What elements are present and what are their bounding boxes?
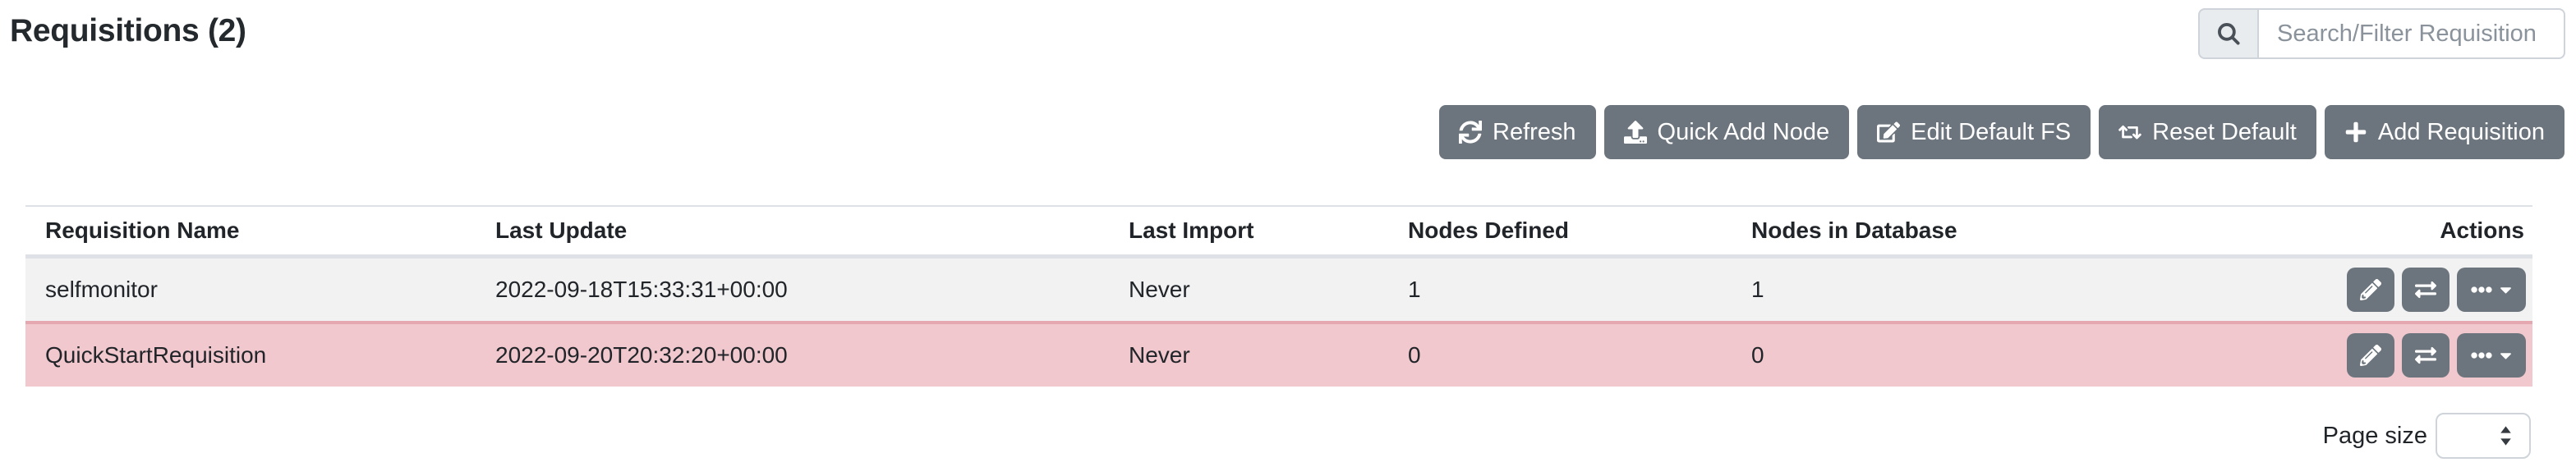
upload-icon [1623, 121, 1647, 144]
cell-nodes-in-database: 0 [1732, 321, 2327, 387]
refresh-label: Refresh [1493, 118, 1576, 145]
more-actions-dropdown-button[interactable] [2457, 333, 2526, 378]
requisitions-table: Requisition Name Last Update Last Import… [25, 205, 2532, 387]
add-requisition-label: Add Requisition [2377, 118, 2545, 145]
cell-actions [2327, 321, 2532, 387]
ellipsis-icon [2471, 352, 2492, 359]
cell-last-import: Never [1109, 256, 1388, 323]
edit-requisition-button[interactable] [2347, 333, 2394, 378]
cell-nodes-defined: 1 [1388, 256, 1732, 323]
pagination-row: Page size [0, 413, 2531, 459]
up-down-arrows-icon [2500, 426, 2511, 446]
header-requisition-name: Requisition Name [25, 206, 476, 259]
cell-nodes-defined: 0 [1388, 321, 1732, 387]
header-actions: Actions [2327, 206, 2532, 259]
search-group [2198, 8, 2565, 59]
refresh-button[interactable]: Refresh [1439, 105, 1596, 159]
page-title: Requisitions (2) [10, 13, 246, 48]
table-header-row: Requisition Name Last Update Last Import… [25, 206, 2532, 259]
toolbar: Refresh Quick Add Node Edit Default FS R… [0, 105, 2564, 159]
synchronize-requisition-button[interactable] [2402, 333, 2450, 378]
cell-last-update: 2022-09-20T20:32:20+00:00 [476, 321, 1109, 387]
search-icon [2198, 8, 2257, 59]
ellipsis-icon [2471, 286, 2492, 293]
caret-down-icon [2500, 353, 2511, 359]
edit-requisition-button[interactable] [2347, 268, 2394, 312]
search-input[interactable] [2257, 8, 2565, 59]
cell-actions [2327, 256, 2532, 323]
plus-icon [2345, 121, 2367, 143]
table-row: QuickStartRequisition 2022-09-20T20:32:2… [25, 321, 2532, 387]
pencil-icon [2360, 279, 2381, 300]
cell-requisition-name: selfmonitor [25, 256, 476, 323]
more-actions-dropdown-button[interactable] [2457, 268, 2526, 312]
header-last-update: Last Update [476, 206, 1109, 259]
edit-icon [1877, 121, 1901, 143]
cell-requisition-name: QuickStartRequisition [25, 321, 476, 387]
refresh-icon [1459, 121, 1482, 144]
quick-add-node-button[interactable]: Quick Add Node [1603, 105, 1850, 159]
page-header: Requisitions (2) [0, 0, 2576, 59]
synchronize-requisition-button[interactable] [2402, 268, 2450, 312]
reset-default-button[interactable]: Reset Default [2099, 105, 2316, 159]
table-row: selfmonitor 2022-09-18T15:33:31+00:00 Ne… [25, 256, 2532, 323]
header-nodes-defined: Nodes Defined [1388, 206, 1732, 259]
page-size-label: Page size [2322, 422, 2427, 449]
reset-default-label: Reset Default [2152, 118, 2297, 145]
cell-last-import: Never [1109, 321, 1388, 387]
edit-default-fs-label: Edit Default FS [1911, 118, 2072, 145]
exchange-arrows-icon [2415, 281, 2436, 299]
add-requisition-button[interactable]: Add Requisition [2324, 105, 2564, 159]
cell-nodes-in-database: 1 [1732, 256, 2327, 323]
quick-add-node-label: Quick Add Node [1657, 118, 1830, 145]
cell-last-update: 2022-09-18T15:33:31+00:00 [476, 256, 1109, 323]
caret-down-icon [2500, 287, 2511, 294]
repeat-icon [2118, 125, 2142, 140]
pencil-icon [2360, 345, 2381, 366]
header-nodes-in-database: Nodes in Database [1732, 206, 2327, 259]
edit-default-fs-button[interactable]: Edit Default FS [1857, 105, 2091, 159]
header-last-import: Last Import [1109, 206, 1388, 259]
page-size-select[interactable] [2436, 413, 2531, 459]
requisitions-table-container: Requisition Name Last Update Last Import… [25, 205, 2532, 387]
exchange-arrows-icon [2415, 346, 2436, 364]
